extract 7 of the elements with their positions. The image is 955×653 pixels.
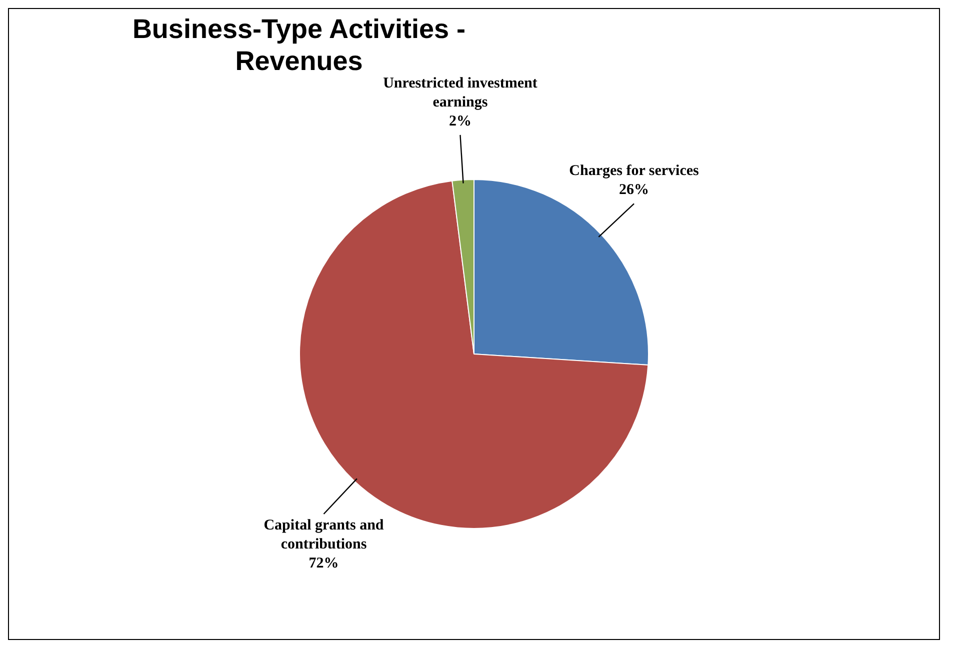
data-label: 72% <box>308 555 339 572</box>
slice-label: Unrestricted investment earnings <box>383 75 538 110</box>
chart-title: Business-Type Activities - Revenues <box>131 13 467 77</box>
slice-label: Charges for services <box>569 163 700 180</box>
slice-label: Capital grants and contributions <box>264 517 384 552</box>
data-label: 26% <box>619 182 650 198</box>
data-label: 2% <box>448 113 472 130</box>
